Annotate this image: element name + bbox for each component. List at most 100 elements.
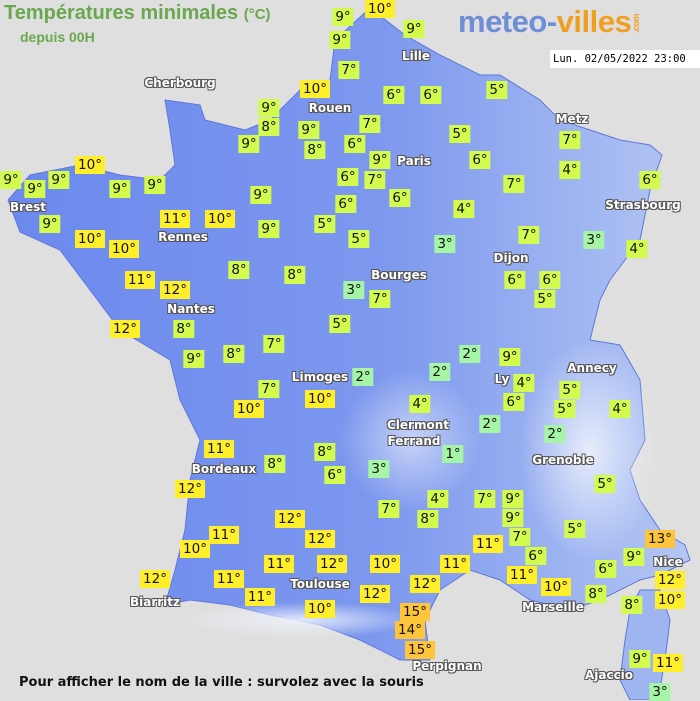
temperature-label[interactable]: 10° xyxy=(180,540,210,558)
temperature-label[interactable]: 11° xyxy=(204,440,234,458)
temperature-label[interactable]: 7° xyxy=(378,500,400,518)
temperature-label[interactable]: 4° xyxy=(453,200,475,218)
temperature-label[interactable]: 5° xyxy=(534,290,556,308)
temperature-label[interactable]: 2° xyxy=(544,425,566,443)
temperature-label[interactable]: 10° xyxy=(541,578,571,596)
temperature-label[interactable]: 8° xyxy=(264,455,286,473)
temperature-label[interactable]: 10° xyxy=(365,0,395,18)
temperature-label[interactable]: 15° xyxy=(405,641,435,659)
temperature-label[interactable]: 3° xyxy=(368,460,390,478)
temperature-label[interactable]: 12° xyxy=(317,555,347,573)
temperature-label[interactable]: 8° xyxy=(284,266,306,284)
temperature-label[interactable]: 7° xyxy=(258,380,280,398)
temperature-label[interactable]: 5° xyxy=(449,125,471,143)
temperature-label[interactable]: 6° xyxy=(335,195,357,213)
temperature-label[interactable]: 6° xyxy=(389,189,411,207)
temperature-label[interactable]: 5° xyxy=(329,315,351,333)
temperature-label[interactable]: 7° xyxy=(338,61,360,79)
temperature-label[interactable]: 10° xyxy=(370,555,400,573)
temperature-label[interactable]: 6° xyxy=(469,151,491,169)
temperature-label[interactable]: 11° xyxy=(264,555,294,573)
logo[interactable]: meteo-villes.com xyxy=(458,4,641,40)
temperature-label[interactable]: 6° xyxy=(639,171,661,189)
temperature-label[interactable]: 5° xyxy=(564,520,586,538)
temperature-label[interactable]: 10° xyxy=(300,80,330,98)
temperature-label[interactable]: 9° xyxy=(48,171,70,189)
temperature-label[interactable]: 6° xyxy=(344,135,366,153)
temperature-label[interactable]: 6° xyxy=(383,86,405,104)
temperature-label[interactable]: 9° xyxy=(403,20,425,38)
temperature-label[interactable]: 9° xyxy=(332,8,354,26)
temperature-label[interactable]: 7° xyxy=(359,115,381,133)
temperature-label[interactable]: 6° xyxy=(504,271,526,289)
temperature-label[interactable]: 9° xyxy=(250,186,272,204)
temperature-label[interactable]: 6° xyxy=(337,168,359,186)
temperature-label[interactable]: 7° xyxy=(369,290,391,308)
temperature-label[interactable]: 12° xyxy=(410,575,440,593)
temperature-label[interactable]: 5° xyxy=(348,230,370,248)
temperature-label[interactable]: 14° xyxy=(395,621,425,639)
temperature-label[interactable]: 11° xyxy=(473,535,503,553)
temperature-label[interactable]: 1° xyxy=(442,445,464,463)
temperature-label[interactable]: 9° xyxy=(499,348,521,366)
temperature-label[interactable]: 7° xyxy=(503,175,525,193)
temperature-label[interactable]: 6° xyxy=(539,271,561,289)
temperature-label[interactable]: 9° xyxy=(183,350,205,368)
temperature-label[interactable]: 9° xyxy=(258,99,280,117)
temperature-label[interactable]: 11° xyxy=(507,566,537,584)
temperature-label[interactable]: 7° xyxy=(474,490,496,508)
temperature-label[interactable]: 15° xyxy=(400,603,430,621)
temperature-label[interactable]: 10° xyxy=(109,240,139,258)
temperature-label[interactable]: 12° xyxy=(175,480,205,498)
temperature-label[interactable]: 4° xyxy=(409,395,431,413)
temperature-label[interactable]: 11° xyxy=(125,271,155,289)
temperature-label[interactable]: 12° xyxy=(275,510,305,528)
temperature-label[interactable]: 11° xyxy=(209,526,239,544)
temperature-label[interactable]: 5° xyxy=(559,381,581,399)
temperature-label[interactable]: 8° xyxy=(228,261,250,279)
temperature-label[interactable]: 11° xyxy=(214,570,244,588)
temperature-label[interactable]: 9° xyxy=(298,121,320,139)
temperature-label[interactable]: 4° xyxy=(626,240,648,258)
temperature-label[interactable]: 10° xyxy=(75,156,105,174)
temperature-label[interactable]: 6° xyxy=(420,86,442,104)
temperature-label[interactable]: 9° xyxy=(144,176,166,194)
temperature-label[interactable]: 13° xyxy=(645,530,675,548)
temperature-label[interactable]: 12° xyxy=(360,585,390,603)
temperature-label[interactable]: 5° xyxy=(554,400,576,418)
temperature-label[interactable]: 10° xyxy=(305,600,335,618)
temperature-label[interactable]: 4° xyxy=(609,400,631,418)
temperature-label[interactable]: 9° xyxy=(109,180,131,198)
temperature-label[interactable]: 10° xyxy=(75,230,105,248)
temperature-label[interactable]: 12° xyxy=(160,281,190,299)
temperature-label[interactable]: 9° xyxy=(258,220,280,238)
temperature-label[interactable]: 9° xyxy=(502,509,524,527)
temperature-label[interactable]: 6° xyxy=(503,393,525,411)
temperature-label[interactable]: 6° xyxy=(525,547,547,565)
temperature-label[interactable]: 7° xyxy=(364,171,386,189)
temperature-label[interactable]: 12° xyxy=(110,320,140,338)
temperature-label[interactable]: 3° xyxy=(434,235,456,253)
temperature-label[interactable]: 4° xyxy=(559,161,581,179)
temperature-label[interactable]: 2° xyxy=(352,368,374,386)
temperature-label[interactable]: 12° xyxy=(140,570,170,588)
temperature-label[interactable]: 9° xyxy=(329,31,351,49)
temperature-label[interactable]: 10° xyxy=(205,210,235,228)
temperature-label[interactable]: 7° xyxy=(263,335,285,353)
temperature-label[interactable]: 9° xyxy=(369,151,391,169)
temperature-label[interactable]: 11° xyxy=(440,555,470,573)
temperature-label[interactable]: 8° xyxy=(585,585,607,603)
temperature-label[interactable]: 9° xyxy=(629,650,651,668)
temperature-label[interactable]: 2° xyxy=(459,345,481,363)
temperature-label[interactable]: 3° xyxy=(343,281,365,299)
temperature-label[interactable]: 3° xyxy=(583,231,605,249)
temperature-label[interactable]: 11° xyxy=(160,210,190,228)
temperature-label[interactable]: 8° xyxy=(304,141,326,159)
temperature-label[interactable]: 8° xyxy=(417,510,439,528)
temperature-label[interactable]: 8° xyxy=(314,443,336,461)
temperature-label[interactable]: 9° xyxy=(0,171,22,189)
temperature-label[interactable]: 9° xyxy=(623,548,645,566)
temperature-label[interactable]: 8° xyxy=(258,118,280,136)
temperature-label[interactable]: 7° xyxy=(518,226,540,244)
temperature-label[interactable]: 7° xyxy=(509,528,531,546)
